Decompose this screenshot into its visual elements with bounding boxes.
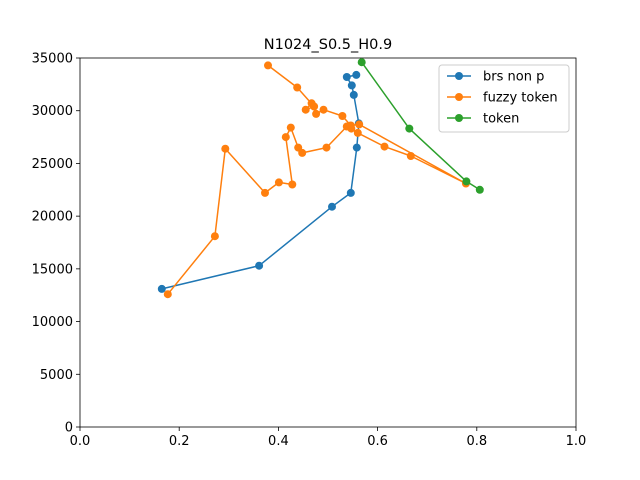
- data-point: [288, 180, 297, 189]
- data-point: [312, 109, 321, 118]
- chart-title: N1024_S0.5_H0.9: [264, 37, 392, 53]
- data-point: [357, 58, 366, 67]
- legend-label: brs non p: [483, 70, 544, 85]
- legend-label: fuzzy token: [483, 91, 558, 106]
- data-point: [328, 202, 336, 211]
- axes: 0.0 0.2 0.4 0.6 0.8 1.0 0 5000 10000 15000 20000 25…: [32, 52, 587, 450]
- data-point: [353, 128, 362, 137]
- data-point: [352, 143, 361, 152]
- plot-area: [157, 58, 484, 299]
- data-point: [338, 112, 347, 120]
- data-point: [301, 105, 310, 114]
- data-point: [346, 121, 355, 130]
- x-tick-label: 0.4: [268, 434, 289, 449]
- data-point: [405, 124, 414, 133]
- data-point: [346, 188, 355, 197]
- y-tick-label: 5000: [40, 368, 73, 383]
- data-point: [281, 133, 290, 142]
- y-tick-label: 0: [65, 421, 73, 436]
- series-line-2: [361, 61, 481, 191]
- data-point: [210, 232, 219, 241]
- y-tick-label: 35000: [32, 52, 73, 67]
- x-tick-label: 0.6: [367, 434, 388, 449]
- data-point: [347, 81, 356, 90]
- data-point: [163, 290, 172, 299]
- data-point: [298, 148, 307, 157]
- data-point: [355, 120, 364, 129]
- legend: brs non p fuzzy token token: [438, 64, 570, 133]
- data-point: [380, 142, 389, 151]
- data-point: [274, 178, 283, 187]
- data-point: [293, 83, 302, 92]
- data-point: [349, 90, 358, 99]
- y-tick-label: 20000: [32, 210, 73, 225]
- y-tick-label: 25000: [32, 157, 73, 172]
- axes-frame: [79, 57, 577, 428]
- series-line-0: [161, 74, 360, 290]
- data-point: [462, 177, 471, 186]
- legend-box: [438, 64, 570, 133]
- data-point: [319, 105, 328, 114]
- x-tick-label: 0.8: [466, 434, 487, 449]
- legend-marker: [455, 93, 463, 101]
- y-tick-label: 10000: [32, 315, 73, 330]
- data-point: [310, 102, 319, 111]
- data-point: [406, 152, 415, 160]
- data-point: [157, 284, 166, 293]
- data-point: [286, 123, 295, 132]
- data-point: [352, 70, 361, 79]
- y-tick-label: 15000: [32, 262, 73, 277]
- x-tick-label: 0.0: [70, 434, 91, 449]
- y-tick-label: 30000: [32, 104, 73, 119]
- data-point: [475, 185, 484, 194]
- data-point: [322, 143, 331, 152]
- data-point: [261, 188, 269, 197]
- series-line-1: [167, 64, 467, 295]
- data-point: [255, 261, 264, 270]
- legend-marker: [455, 72, 463, 80]
- legend-marker: [455, 114, 463, 122]
- legend-label: token: [483, 112, 519, 127]
- data-point: [221, 144, 230, 153]
- data-point: [342, 73, 351, 81]
- data-point: [264, 61, 272, 70]
- x-tick-label: 0.2: [169, 434, 190, 449]
- x-tick-label: 1.0: [566, 434, 587, 449]
